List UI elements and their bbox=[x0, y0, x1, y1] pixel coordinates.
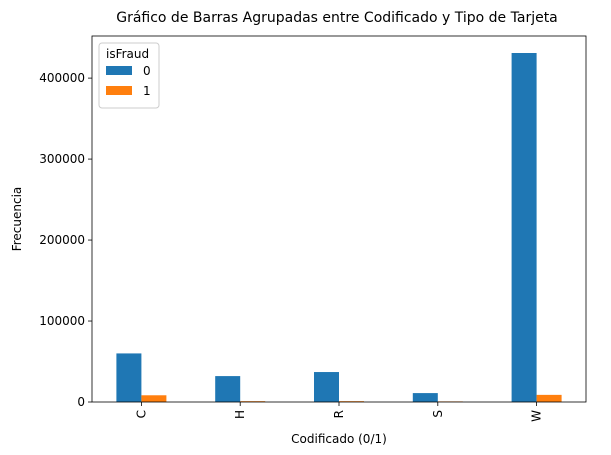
legend-title: isFraud bbox=[106, 47, 149, 61]
bar-W-series-1 bbox=[536, 394, 562, 402]
bar-H-series-1 bbox=[240, 401, 266, 402]
x-axis-label: Codificado (0/1) bbox=[291, 432, 387, 446]
x-tick-label-W: W bbox=[530, 410, 544, 422]
legend-swatch-0 bbox=[106, 66, 132, 75]
bar-S-series-0 bbox=[412, 393, 438, 402]
y-axis-label: Frecuencia bbox=[10, 187, 24, 252]
x-tick-label-S: S bbox=[431, 410, 445, 418]
chart-title: Gráfico de Barras Agrupadas entre Codifi… bbox=[116, 10, 558, 26]
x-tick-label-C: C bbox=[134, 410, 148, 418]
bar-W-series-0 bbox=[511, 53, 537, 402]
bar-C-series-1 bbox=[141, 395, 167, 402]
y-tick-label: 400000 bbox=[39, 71, 85, 85]
y-axis-ticks: 0 100000 200000 300000 400000 bbox=[39, 71, 92, 409]
x-tick-label-H: H bbox=[233, 410, 247, 419]
legend: isFraud 01 bbox=[98, 42, 160, 109]
y-tick-label: 100000 bbox=[39, 314, 85, 328]
legend-label-1: 1 bbox=[143, 84, 151, 98]
y-tick-label: 200000 bbox=[39, 233, 85, 247]
y-tick-label: 300000 bbox=[39, 152, 85, 166]
bar-R-series-0 bbox=[314, 372, 339, 402]
bars-group bbox=[116, 53, 562, 402]
legend-items: 01 bbox=[106, 64, 151, 98]
bar-R-series-1 bbox=[339, 401, 364, 402]
x-tick-label-R: R bbox=[332, 410, 346, 418]
bar-H-series-0 bbox=[215, 376, 241, 402]
y-tick-label: 0 bbox=[77, 395, 85, 409]
bar-C-series-0 bbox=[116, 353, 142, 402]
legend-swatch-1 bbox=[106, 86, 132, 95]
legend-label-0: 0 bbox=[143, 64, 151, 78]
